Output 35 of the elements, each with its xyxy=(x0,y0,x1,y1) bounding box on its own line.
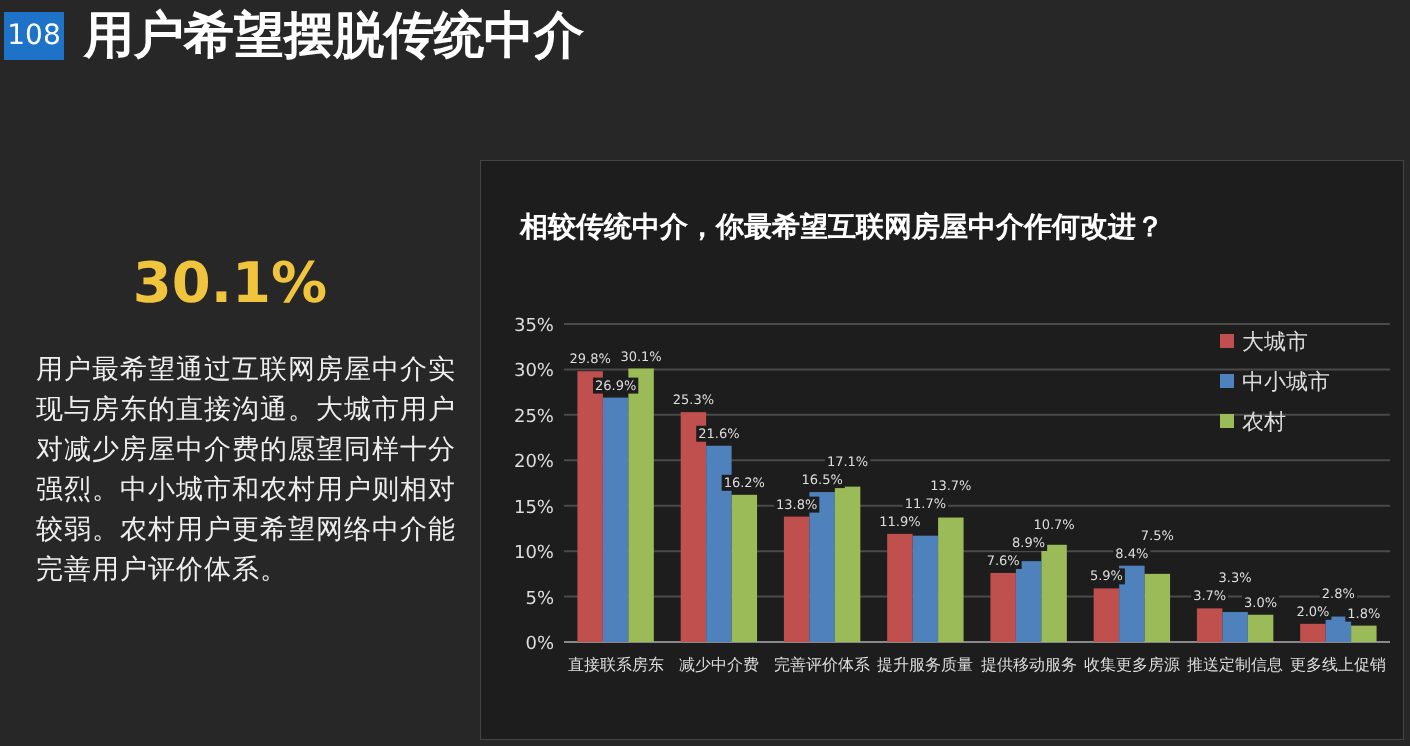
y-tick-label: 15% xyxy=(513,498,555,519)
bar xyxy=(1196,608,1223,642)
y-tick-label: 10% xyxy=(513,544,555,565)
y-tick-label: 5% xyxy=(525,589,555,610)
y-tick-label: 0% xyxy=(525,635,555,655)
bar xyxy=(731,494,758,642)
y-tick-label: 20% xyxy=(513,453,555,474)
bar xyxy=(783,516,810,642)
bar xyxy=(1325,616,1352,642)
bar xyxy=(602,397,629,642)
bar xyxy=(1351,625,1377,642)
y-tick-label: 35% xyxy=(513,317,555,337)
bar xyxy=(1093,588,1120,642)
bar xyxy=(1144,573,1171,642)
bar xyxy=(887,533,913,642)
bar xyxy=(1119,565,1145,642)
bar xyxy=(1247,614,1274,642)
chart-title: 相较传统中介，你最希望互联网房屋中介作何改进？ xyxy=(518,210,1164,244)
bar xyxy=(834,486,861,642)
legend-label: 大城市 xyxy=(1242,329,1308,355)
bar xyxy=(912,535,939,642)
bar xyxy=(1222,612,1248,642)
text: 用户希望摆脱传统中介 xyxy=(84,4,584,68)
bar xyxy=(938,517,964,642)
bar xyxy=(1300,623,1326,642)
text: 108 xyxy=(4,12,64,60)
legend-label: 中小城市 xyxy=(1242,369,1330,395)
bar xyxy=(1041,544,1067,642)
bar xyxy=(1015,561,1042,642)
y-tick-label: 30% xyxy=(513,362,555,383)
text: 30.1% xyxy=(130,250,330,316)
bar xyxy=(990,572,1016,642)
y-tick-label: 25% xyxy=(513,407,555,428)
text: 用户最希望通过互联网房屋中介实现与房东的直接沟通。大城市用户对减少房屋中介费的愿望同样十分强烈。中小城市和农村用户则相对较弱。农村用户更希望网络中介能完善用户评价体系。 xyxy=(36,352,456,590)
legend-label: 农村 xyxy=(1242,409,1286,435)
